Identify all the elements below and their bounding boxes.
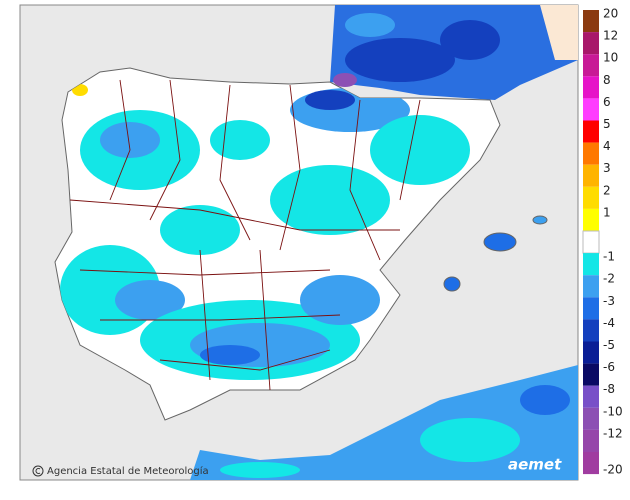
legend-swatch-neutral [582,230,600,254]
legend-label: 5 [603,117,611,131]
legend-swatch [583,253,599,276]
legend-swatch [583,10,599,33]
legend-swatch [583,164,599,187]
iberia [54,67,548,421]
legend-label: 8 [603,73,611,87]
legend-label: -2 [603,272,615,286]
legend-swatch [583,341,599,364]
legend-swatch [583,186,599,209]
legend-label: 1 [603,205,611,219]
legend-label: 4 [603,139,611,153]
legend-label: 10 [603,51,618,65]
legend-swatch [583,363,599,386]
legend-swatch [583,385,599,408]
legend-label: 6 [603,95,611,109]
legend-label: -10 [603,404,623,418]
legend-swatch [583,98,599,121]
legend-swatch [583,120,599,143]
legend-label: -5 [603,338,615,352]
legend-swatch [583,429,599,452]
legend-swatch [583,76,599,99]
legend: 20 12 10 8 6 5 4 3 2 1 -1 -2 -3 -4 -5 -6 -8 -10 -12 -20 [582,7,623,477]
legend-swatch [583,32,599,55]
legend-label: -3 [603,294,615,308]
legend-label: -12 [603,426,623,440]
legend-label: -6 [603,360,615,374]
legend-swatch [583,208,599,231]
legend-label: -4 [603,316,615,330]
credit-text: Agencia Estatal de Meteorología [47,465,209,477]
legend-label: 3 [603,161,611,175]
legend-swatch [583,452,599,475]
legend-swatch [583,319,599,342]
legend-label: 12 [603,29,618,43]
logo: aemet [508,456,562,474]
legend-swatch [583,142,599,165]
france [330,5,578,100]
legend-swatch [583,407,599,430]
africa [190,365,578,480]
legend-label: -8 [603,382,615,396]
legend-swatch [583,54,599,77]
legend-label: -20 [603,463,623,477]
legend-label: 2 [603,183,611,197]
legend-swatch [583,275,599,298]
credit: Agencia Estatal de Meteorología [32,465,209,477]
legend-label: 20 [603,7,618,21]
legend-swatch [583,297,599,320]
legend-label: -1 [603,250,615,264]
